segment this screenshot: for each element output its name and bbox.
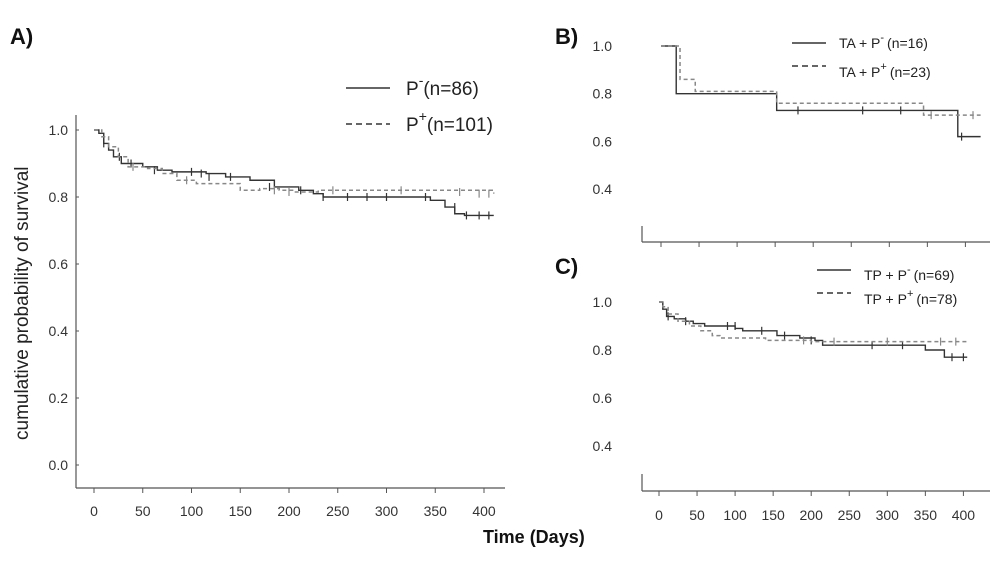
panel-c-y-tick-label: 0.6 — [593, 390, 613, 406]
panel-a-series-solid-line — [94, 129, 494, 217]
panel-c-x-tick-label: 0 — [655, 507, 663, 523]
panel-c-y-ticks: 0.4 0.6 0.8 1.0 — [593, 294, 613, 454]
panel-c-x-ticks: 0 50 100 150 200 250 300 350 400 — [655, 491, 975, 523]
panel-a-x-ticks: 0 50 100 150 200 250 300 350 400 — [90, 488, 496, 519]
panel-a-x-tick-label: 300 — [375, 503, 399, 519]
panel-a-y-axis-label: cumulative probability of survival — [12, 166, 33, 440]
panel-a-x-tick-label: 150 — [229, 503, 253, 519]
panel-a-y-tick-label: 0.0 — [49, 457, 69, 473]
legend-a-item-2: P+(n=101) — [406, 108, 493, 136]
panel-a-y-tick-label: 0.6 — [49, 256, 69, 272]
legend-b-item-1: TA + P- (n=16) — [839, 32, 928, 51]
legend-c-item-2: TP + P+ (n=78) — [864, 288, 957, 307]
panel-c-series-solid-line — [659, 301, 968, 358]
panel-b-legend: TA + P- (n=16) TA + P+ (n=23) — [792, 32, 931, 80]
panel-c-label: C) — [555, 254, 578, 279]
panel-a: A) 0.0 0.2 0.4 0.6 0.8 1.0 0 50 100 150 200 250 300… — [10, 24, 585, 547]
panel-b-y-tick-label: 1.0 — [593, 38, 613, 54]
panel-a-x-tick-label: 250 — [326, 503, 350, 519]
legend-b-item-2: TA + P+ (n=23) — [839, 61, 931, 80]
panel-a-x-tick-label: 100 — [180, 503, 204, 519]
panel-b-y-tick-label: 0.4 — [593, 181, 613, 197]
x-axis-label: Time (Days) — [483, 527, 585, 547]
panel-b-y-tick-label: 0.8 — [593, 86, 613, 102]
panel-c-x-tick-label: 200 — [800, 507, 824, 523]
panel-c-y-tick-label: 0.4 — [593, 438, 613, 454]
panel-a-x-tick-label: 0 — [90, 503, 98, 519]
panel-a-legend: P-(n=86) P+(n=101) — [346, 72, 493, 136]
panel-a-y-tick-label: 0.4 — [49, 323, 69, 339]
panel-c-x-tick-label: 150 — [761, 507, 785, 523]
panel-c-series — [659, 301, 968, 362]
panel-c-y-tick-label: 0.8 — [593, 342, 613, 358]
panel-a-y-tick-label: 1.0 — [49, 122, 69, 138]
panel-a-series — [94, 129, 495, 220]
panel-b-series-dashed-line — [661, 45, 981, 116]
panel-a-y-ticks: 0.0 0.2 0.4 0.6 0.8 1.0 — [49, 122, 79, 473]
panel-c: C) 0.4 0.6 0.8 1.0 0 50 100 150 200 250 300 350 400… — [555, 254, 990, 523]
panel-c-y-tick-label: 1.0 — [593, 294, 613, 310]
panel-c-legend: TP + P- (n=69) TP + P+ (n=78) — [817, 264, 957, 307]
panel-c-series-dashed-line — [659, 301, 968, 343]
legend-c-item-1: TP + P- (n=69) — [864, 264, 954, 283]
panel-b-y-ticks: 0.4 0.6 0.8 1.0 — [593, 38, 613, 197]
panel-a-y-tick-label: 0.2 — [49, 390, 69, 406]
panel-c-x-tick-label: 350 — [914, 507, 938, 523]
panel-a-x-tick-label: 350 — [424, 503, 448, 519]
panel-b-y-tick-label: 0.6 — [593, 133, 613, 149]
panel-a-x-tick-label: 400 — [472, 503, 496, 519]
panel-b-x-ticks — [660, 242, 966, 247]
panel-a-y-tick-label: 0.8 — [49, 189, 69, 205]
panel-b-label: B) — [555, 24, 578, 49]
panel-a-x-tick-label: 50 — [135, 503, 151, 519]
panel-c-x-tick-label: 400 — [952, 507, 976, 523]
legend-a-item-1: P-(n=86) — [406, 72, 479, 100]
panel-a-x-tick-label: 200 — [277, 503, 301, 519]
panel-c-x-tick-label: 50 — [689, 507, 705, 523]
panel-a-series-dashed-line — [94, 129, 495, 194]
panel-a-label: A) — [10, 24, 33, 49]
panel-b-series — [661, 45, 981, 141]
panel-b: B) 0.4 0.6 0.8 1.0 TA + P- (n=16) TA + P+ (n=… — [555, 24, 990, 247]
panel-c-x-tick-label: 300 — [876, 507, 900, 523]
panel-c-x-tick-label: 250 — [838, 507, 862, 523]
panel-c-x-tick-label: 100 — [723, 507, 747, 523]
